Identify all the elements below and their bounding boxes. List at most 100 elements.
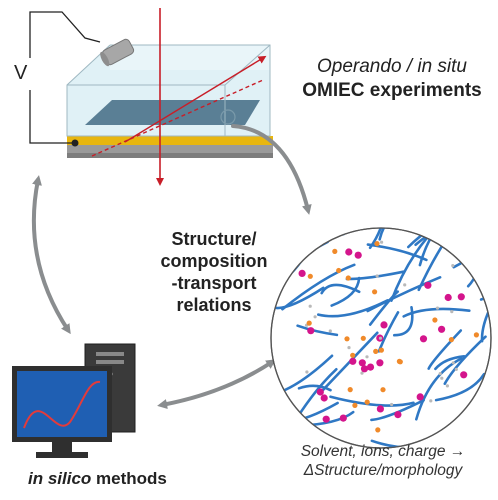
anion-dot bbox=[448, 337, 454, 343]
cation-dot bbox=[419, 335, 428, 343]
operando-device bbox=[66, 38, 273, 158]
gold-electrode bbox=[67, 136, 273, 145]
polymer-chain bbox=[415, 357, 463, 421]
cation-dot bbox=[358, 359, 366, 367]
solvent-dot bbox=[365, 355, 369, 359]
anion-dot bbox=[332, 248, 338, 254]
polymer-chain bbox=[287, 228, 359, 234]
anion-dot bbox=[380, 387, 386, 393]
anion-dot bbox=[396, 358, 402, 364]
polymer-chain bbox=[287, 228, 316, 245]
anion-dot bbox=[473, 332, 479, 338]
anion-dot bbox=[345, 275, 351, 281]
cation-dot bbox=[349, 357, 357, 365]
solvent-dot bbox=[440, 376, 444, 380]
anion-dot bbox=[378, 347, 384, 353]
cation-dot bbox=[316, 388, 324, 396]
polymer-chain bbox=[402, 307, 471, 318]
anion-dot bbox=[360, 335, 366, 341]
cation-dot bbox=[416, 393, 424, 401]
polymer-chain bbox=[417, 228, 464, 292]
anion-dot bbox=[306, 320, 312, 326]
solvent-dot bbox=[451, 361, 455, 365]
cation-dot bbox=[376, 405, 384, 413]
polymer-chain bbox=[366, 276, 442, 313]
in-silico-label: in silico methods bbox=[28, 469, 167, 489]
reflected-beam bbox=[124, 55, 267, 143]
cation-dot bbox=[360, 365, 369, 373]
drive-slot bbox=[96, 360, 124, 364]
caption-line-1: Solvent, ions, charge → bbox=[300, 443, 466, 460]
cation-dot bbox=[322, 415, 330, 423]
arrow-device-to-structure bbox=[231, 124, 312, 215]
cation-dot bbox=[339, 414, 347, 422]
solvent-dot bbox=[313, 315, 317, 319]
polymer-chain bbox=[480, 291, 491, 343]
polymer-chain bbox=[342, 228, 371, 236]
cation-dot bbox=[394, 411, 402, 419]
computer bbox=[12, 343, 136, 458]
methods-text: methods bbox=[91, 469, 167, 488]
solvent-dot bbox=[438, 372, 442, 376]
cycle-arrows bbox=[31, 124, 312, 409]
cation-dot bbox=[444, 293, 452, 302]
anion-dot bbox=[344, 336, 350, 342]
anion-dot bbox=[352, 402, 358, 408]
polymer-chain bbox=[378, 228, 419, 241]
solvent-dot bbox=[308, 304, 312, 308]
anion-dot bbox=[373, 348, 379, 354]
cation-dot bbox=[366, 363, 375, 371]
relations-line: Structure/ bbox=[171, 229, 257, 249]
solvent-dot bbox=[445, 384, 449, 388]
polymer-chain bbox=[427, 329, 463, 370]
voltage-label: V bbox=[14, 62, 28, 84]
cation-dot bbox=[460, 371, 468, 379]
anion-dot bbox=[347, 387, 353, 393]
operando-line: Operando / in situ bbox=[317, 56, 467, 77]
arrow-silico-structure bbox=[157, 359, 277, 409]
substrate bbox=[67, 145, 273, 153]
polymer-chain bbox=[443, 335, 487, 385]
morphology-circle bbox=[270, 227, 492, 449]
box-edge-diag bbox=[224, 44, 271, 86]
solvent-dot bbox=[435, 306, 440, 310]
screen-curve bbox=[23, 380, 101, 429]
screen bbox=[17, 371, 107, 437]
probe-ring bbox=[220, 109, 236, 125]
reference-electrode bbox=[100, 38, 135, 67]
monitor-neck bbox=[52, 442, 72, 452]
polymer-chain bbox=[281, 263, 356, 311]
relations-label: Structure/ composition -transport relati… bbox=[152, 228, 276, 316]
polymer-chain bbox=[434, 355, 466, 371]
probe-beams bbox=[91, 8, 267, 186]
anion-dot bbox=[350, 352, 356, 358]
solvent-dot bbox=[380, 240, 384, 244]
substrate-side bbox=[67, 153, 273, 158]
cation-dot bbox=[307, 327, 315, 335]
monitor-base bbox=[36, 452, 88, 458]
polymer-chain bbox=[297, 384, 332, 392]
cation-dot bbox=[380, 321, 388, 329]
relations-line: relations bbox=[176, 295, 252, 315]
wire-bottom bbox=[29, 90, 75, 144]
anion-dot bbox=[375, 427, 381, 433]
omiec-line: OMIEC experiments bbox=[302, 80, 482, 101]
solvent-dot bbox=[378, 336, 383, 340]
ions bbox=[298, 240, 479, 433]
wire-top bbox=[29, 11, 101, 58]
solvent-dot bbox=[454, 367, 458, 371]
polymer-chain bbox=[330, 276, 361, 307]
experiments-label: Operando / in situ OMIEC experiments bbox=[292, 55, 492, 103]
polymer-chain bbox=[368, 290, 399, 326]
solvent-dot bbox=[403, 283, 407, 287]
solvent-dot bbox=[451, 264, 455, 268]
polymer-chain bbox=[434, 372, 486, 402]
cation-dot bbox=[457, 293, 465, 301]
anion-dot bbox=[372, 289, 378, 295]
anion-dot bbox=[307, 273, 313, 279]
solvent-dot bbox=[429, 399, 433, 403]
dashed-beam bbox=[91, 79, 264, 157]
drive-slot bbox=[96, 352, 124, 356]
solvent-dot bbox=[450, 310, 454, 314]
polymer-chain bbox=[296, 324, 339, 337]
